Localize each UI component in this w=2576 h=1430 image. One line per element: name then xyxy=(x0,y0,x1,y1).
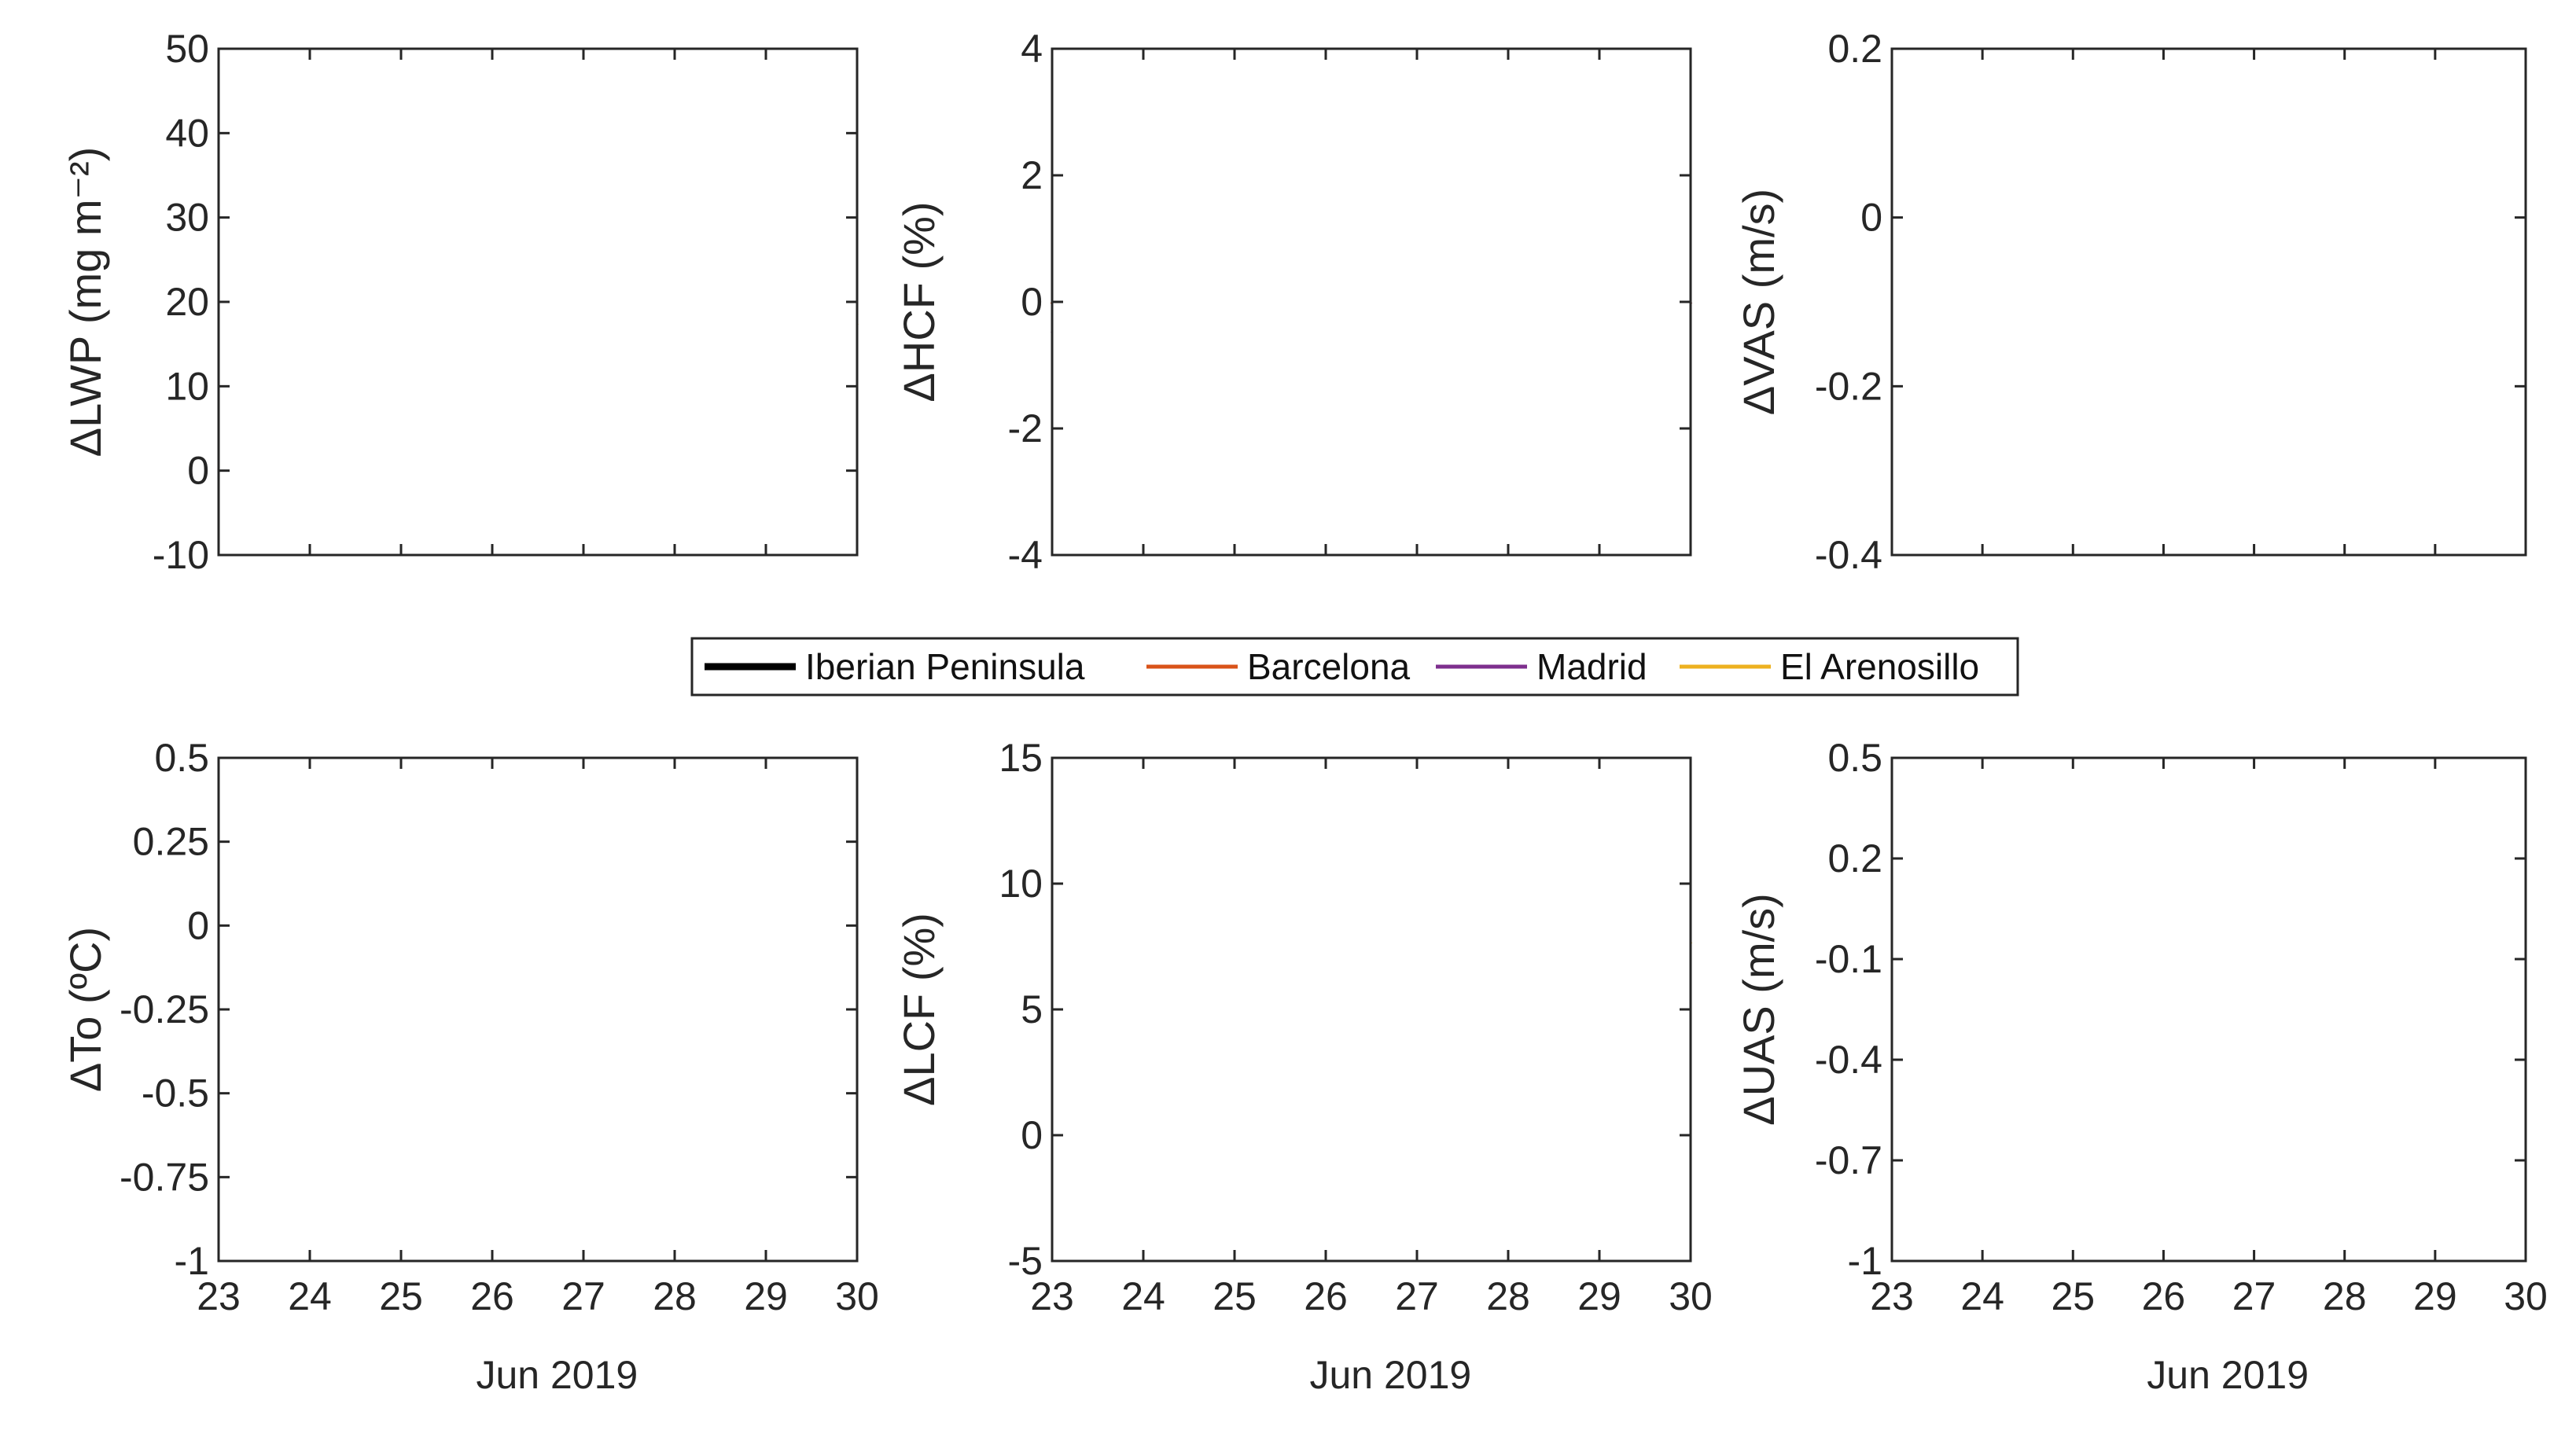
panel-hcf: -4 -2 0 2 4 ΔHCF (%) xyxy=(894,27,1693,577)
y-tick-label: 10 xyxy=(999,862,1043,906)
y-axis-label: ΔTo (ºC) xyxy=(61,927,110,1092)
panel-lcf: -5 0 5 10 15 23 24 25 26 27 28 29 30 Jun 2019 ΔLCF (%) xyxy=(894,736,1713,1397)
y-tick-label: 0.5 xyxy=(1827,736,1882,780)
x-tick-label: 23 xyxy=(1030,1274,1074,1318)
x-tick-label: 30 xyxy=(1669,1274,1713,1318)
legend: Iberian Peninsula Barcelona Madrid El Ar… xyxy=(690,637,2019,697)
panel-vas: -0.4 -0.2 0 0.2 ΔVAS (m/s) xyxy=(1734,27,2527,577)
y-tick-label: 30 xyxy=(165,196,209,240)
y-axis-label: ΔHCF (%) xyxy=(894,201,944,402)
y-tick-label: 0 xyxy=(187,449,209,493)
y-tick-label: 40 xyxy=(165,111,209,155)
x-tick-label: 29 xyxy=(1577,1274,1621,1318)
x-tick-label: 26 xyxy=(2142,1274,2186,1318)
axes-frame xyxy=(1051,756,1692,1263)
y-tick-label: 50 xyxy=(165,27,209,71)
x-tick-label: 25 xyxy=(2051,1274,2095,1318)
panel-uas: -1 -0.7 -0.4 -0.1 0.2 0.5 23 24 25 26 27 28 29 30 Jun … xyxy=(1734,736,2548,1397)
x-tick-label: 27 xyxy=(2232,1274,2276,1318)
x-tick-label: 26 xyxy=(470,1274,514,1318)
panel-lwp: -10 0 10 20 30 40 50 ΔLWP (mg m⁻²) xyxy=(61,27,859,577)
x-tick-label: 23 xyxy=(197,1274,241,1318)
y-tick-label: 10 xyxy=(165,364,209,408)
x-axis-caption: Jun 2019 xyxy=(1309,1353,1471,1397)
x-tick-label: 29 xyxy=(744,1274,788,1318)
x-tick-label: 23 xyxy=(1870,1274,1914,1318)
y-tick-label: 0 xyxy=(187,903,209,947)
y-tick-label: 0.5 xyxy=(154,736,209,780)
y-tick-label: 0.25 xyxy=(133,820,209,864)
y-tick-label: 0.2 xyxy=(1827,27,1882,71)
x-tick-label: 29 xyxy=(2413,1274,2457,1318)
x-tick-label: 28 xyxy=(1486,1274,1530,1318)
y-tick-label: 5 xyxy=(1021,987,1043,1031)
y-tick-label: -4 xyxy=(1008,533,1043,577)
y-axis-label: ΔLCF (%) xyxy=(894,913,944,1106)
x-tick-label: 28 xyxy=(2323,1274,2367,1318)
y-tick-label: -0.4 xyxy=(1815,533,1882,577)
x-tick-label: 27 xyxy=(561,1274,605,1318)
x-tick-label: 24 xyxy=(288,1274,332,1318)
axes-frame xyxy=(217,756,859,1263)
y-tick-label: 0 xyxy=(1021,1113,1043,1157)
y-tick-label: -5 xyxy=(1008,1239,1043,1283)
legend-label-barcelona: Barcelona xyxy=(1247,646,1411,687)
y-tick-label: -0.25 xyxy=(120,987,209,1031)
y-tick-label: 4 xyxy=(1021,27,1043,71)
y-tick-label: 0 xyxy=(1021,280,1043,324)
y-tick-label: -2 xyxy=(1008,406,1043,450)
y-tick-label: -1 xyxy=(175,1239,209,1283)
x-axis-caption: Jun 2019 xyxy=(476,1353,638,1397)
y-tick-label: 0.2 xyxy=(1827,836,1882,880)
x-tick-label: 26 xyxy=(1304,1274,1348,1318)
axes-frame xyxy=(217,47,859,557)
x-tick-label: 30 xyxy=(835,1274,879,1318)
panel-to: -1 -0.75 -0.5 -0.25 0 0.25 0.5 23 24 25 26 27 28 29 30… xyxy=(61,736,879,1397)
y-tick-label: 15 xyxy=(999,736,1043,780)
x-tick-label: 24 xyxy=(1960,1274,2004,1318)
legend-label-el-arenosillo: El Arenosillo xyxy=(1780,646,1979,687)
axes-frame xyxy=(1890,47,2527,557)
y-tick-label: 0 xyxy=(1860,196,1882,240)
legend-label-iberian-peninsula: Iberian Peninsula xyxy=(805,646,1085,687)
y-tick-label: -0.75 xyxy=(120,1155,209,1199)
y-tick-label: -0.5 xyxy=(142,1072,209,1116)
x-tick-label: 27 xyxy=(1395,1274,1439,1318)
x-tick-label: 25 xyxy=(1213,1274,1257,1318)
y-axis-label: ΔUAS (m/s) xyxy=(1734,893,1783,1126)
y-tick-label: 2 xyxy=(1021,153,1043,197)
legend-label-madrid: Madrid xyxy=(1536,646,1647,687)
y-tick-label: -0.1 xyxy=(1815,937,1882,981)
legend-box xyxy=(690,637,2019,697)
y-tick-label: -0.4 xyxy=(1815,1038,1882,1082)
x-tick-label: 28 xyxy=(653,1274,697,1318)
axes-frame xyxy=(1051,47,1692,557)
x-tick-label: 24 xyxy=(1121,1274,1165,1318)
y-tick-label: -1 xyxy=(1848,1239,1882,1283)
y-tick-label: -0.7 xyxy=(1815,1138,1882,1182)
x-axis-caption: Jun 2019 xyxy=(2147,1353,2309,1397)
y-tick-label: -0.2 xyxy=(1815,364,1882,408)
y-axis-label: ΔLWP (mg m⁻²) xyxy=(61,147,110,458)
x-tick-label: 30 xyxy=(2504,1274,2548,1318)
axes-frame xyxy=(1890,756,2527,1263)
y-axis-label: ΔVAS (m/s) xyxy=(1734,189,1783,415)
y-tick-label: 20 xyxy=(165,280,209,324)
x-tick-label: 25 xyxy=(379,1274,423,1318)
y-tick-label: -10 xyxy=(153,533,209,577)
